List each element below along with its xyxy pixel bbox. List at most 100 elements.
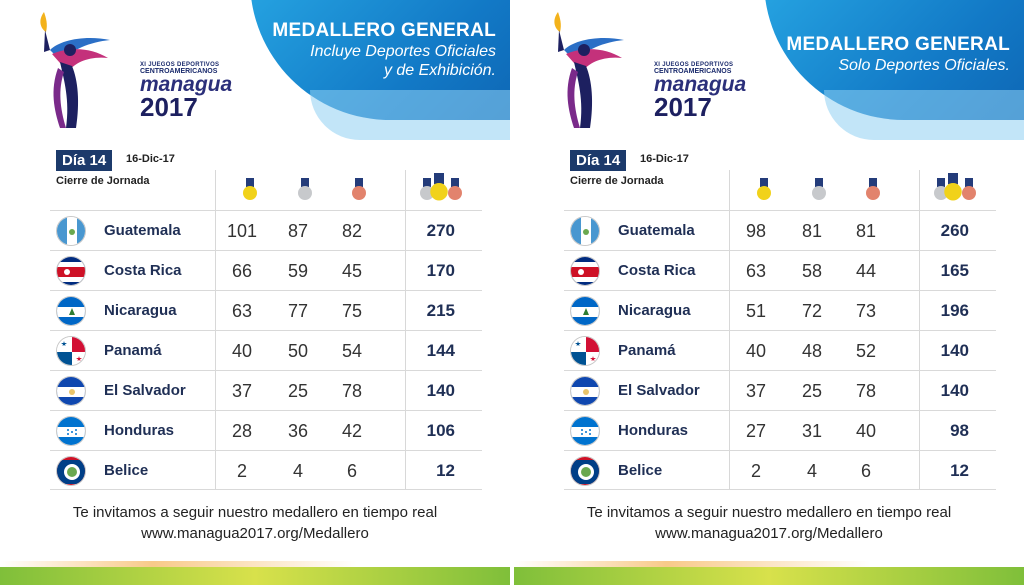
bronze-count: 42 (341, 421, 363, 441)
silver-count: 50 (287, 341, 309, 361)
table-row: Honduras 28 36 42 106 (50, 410, 482, 450)
total-count: 170 (426, 261, 455, 280)
silver-count: 31 (801, 421, 823, 441)
table-row: Nicaragua 51 72 73 196 (564, 290, 996, 330)
total-count: 98 (950, 421, 969, 440)
torch-figure-icon (554, 12, 624, 128)
closing-label: Cierre de Jornada (56, 175, 150, 187)
table-row: Costa Rica 66 59 45 170 (50, 250, 482, 290)
country-name: Honduras (104, 422, 175, 439)
logo-wordmark: XI JUEGOS DEPORTIVOS CENTROAMERICANOS ma… (140, 62, 233, 120)
footer-text: Te invitamos a seguir nuestro medallero … (0, 502, 510, 544)
country-flag-icon (570, 456, 600, 486)
managua-2017-logo: XI JUEGOS DEPORTIVOS CENTROAMERICANOS ma… (544, 10, 746, 135)
bronze-count: 6 (860, 461, 871, 481)
table-row: Panamá 40 48 52 140 (564, 330, 996, 370)
header-shape-accent (824, 90, 1024, 140)
bronze-count: 78 (855, 381, 877, 401)
gold-count: 63 (745, 261, 767, 281)
silver-medal-icon (812, 178, 826, 202)
country-flag-icon (570, 256, 600, 286)
table-row: Costa Rica 63 58 44 165 (564, 250, 996, 290)
closing-label: Cierre de Jornada (570, 175, 664, 187)
table-row: Belice 2 4 6 12 (50, 450, 482, 490)
country-flag-icon (56, 256, 86, 286)
bronze-count: 44 (855, 261, 877, 281)
footer-decoration (0, 567, 510, 585)
gold-count: 37 (745, 381, 767, 401)
header-subtitle-1: Incluye Deportes Oficiales (310, 43, 496, 60)
country-flag-icon (56, 336, 86, 366)
gold-medal-icon (757, 178, 771, 202)
country-name: Honduras (618, 422, 689, 439)
silver-count: 25 (801, 381, 823, 401)
footer-url[interactable]: www.managua2017.org/Medallero (655, 525, 883, 542)
silver-count: 59 (287, 261, 309, 281)
country-flag-icon (56, 416, 86, 446)
header-subtitle-2: y de Exhibición. (383, 62, 496, 79)
panel-divider (510, 0, 514, 585)
footer-url[interactable]: www.managua2017.org/Medallero (141, 525, 369, 542)
silver-count: 87 (287, 221, 309, 241)
footer-text: Te invitamos a seguir nuestro medallero … (514, 502, 1024, 544)
medal-table: Guatemala 101 87 82 270 Costa Rica 66 59 45 170 Ni… (50, 210, 482, 490)
total-count: 260 (940, 221, 969, 240)
country-flag-icon (56, 376, 86, 406)
gold-count: 28 (231, 421, 253, 441)
silver-count: 81 (801, 221, 823, 241)
total-medals-icon (418, 173, 464, 204)
gold-count: 101 (226, 221, 258, 241)
bronze-count: 82 (341, 221, 363, 241)
total-count: 196 (940, 301, 969, 320)
total-medals-icon (932, 173, 978, 204)
torch-figure-icon (40, 12, 110, 128)
country-flag-icon (570, 296, 600, 326)
header-title-block: MEDALLERO GENERAL Solo Deportes Oficiale… (786, 34, 1010, 75)
medal-panel-official-sports: MEDALLERO GENERAL Solo Deportes Oficiale… (514, 0, 1024, 585)
bronze-count: 40 (855, 421, 877, 441)
logo-line-3: managua (140, 73, 233, 96)
country-flag-icon (570, 336, 600, 366)
country-name: Nicaragua (618, 302, 691, 319)
date-label: 16-Dic-17 (640, 153, 689, 165)
header-title: MEDALLERO GENERAL (272, 20, 496, 41)
gold-count: 40 (745, 341, 767, 361)
table-row: Honduras 27 31 40 98 (564, 410, 996, 450)
total-count: 144 (426, 341, 455, 360)
table-row: Panamá 40 50 54 144 (50, 330, 482, 370)
country-flag-icon (570, 216, 600, 246)
gold-count: 27 (745, 421, 767, 441)
gold-count: 2 (750, 461, 761, 481)
gold-count: 40 (231, 341, 253, 361)
table-row: Guatemala 98 81 81 260 (564, 210, 996, 250)
total-count: 215 (426, 301, 455, 320)
total-count: 12 (436, 461, 455, 480)
table-row: Guatemala 101 87 82 270 (50, 210, 482, 250)
bronze-count: 78 (341, 381, 363, 401)
total-count: 140 (940, 381, 969, 400)
date-label: 16-Dic-17 (126, 153, 175, 165)
total-count: 165 (940, 261, 969, 280)
header-title: MEDALLERO GENERAL (786, 34, 1010, 55)
gold-count: 66 (231, 261, 253, 281)
table-row: Belice 2 4 6 12 (564, 450, 996, 490)
country-flag-icon (570, 376, 600, 406)
country-name: El Salvador (618, 382, 700, 399)
footer-invite: Te invitamos a seguir nuestro medallero … (72, 504, 438, 521)
silver-medal-icon (298, 178, 312, 202)
day-badge: Día 14 (56, 150, 113, 171)
header-subtitle-1: Solo Deportes Oficiales. (838, 57, 1010, 74)
bronze-count: 81 (855, 221, 877, 241)
gold-count: 98 (745, 221, 767, 241)
bronze-medal-icon (352, 178, 366, 202)
medal-panel-all-sports: MEDALLERO GENERAL Incluye Deportes Ofici… (0, 0, 510, 585)
managua-2017-logo: XI JUEGOS DEPORTIVOS CENTROAMERICANOS ma… (30, 10, 232, 135)
total-count: 140 (940, 341, 969, 360)
table-row: El Salvador 37 25 78 140 (50, 370, 482, 410)
country-name: Panamá (104, 342, 162, 359)
gold-medal-icon (243, 178, 257, 202)
silver-count: 25 (287, 381, 309, 401)
table-row: Nicaragua 63 77 75 215 (50, 290, 482, 330)
bronze-count: 45 (341, 261, 363, 281)
gold-count: 63 (231, 301, 253, 321)
